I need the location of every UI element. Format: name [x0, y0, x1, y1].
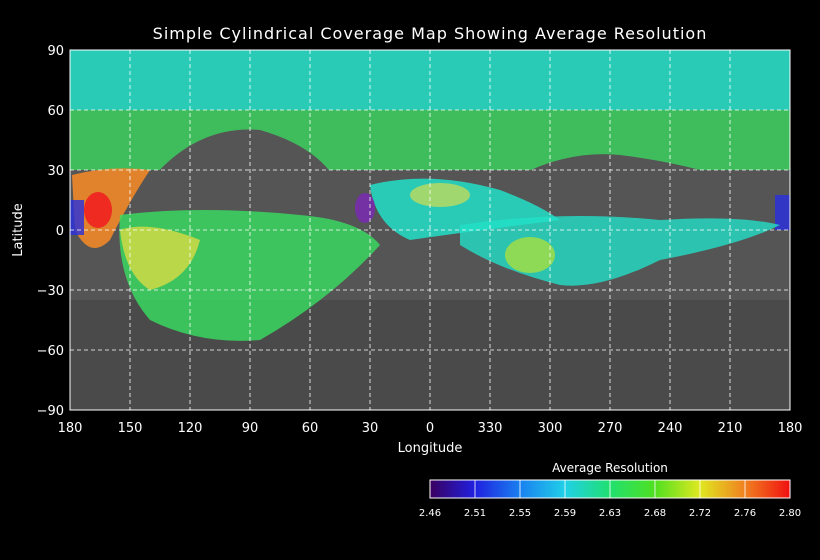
- colorbar-tick-label: 2.76: [734, 508, 756, 519]
- lon-tick-label: 300: [538, 421, 563, 436]
- lat-tick-label: 90: [47, 44, 64, 59]
- lat-tick-label: 0: [56, 224, 64, 239]
- x-axis-label: Longitude: [398, 441, 463, 456]
- lat-tick-label: −60: [37, 344, 64, 359]
- colorbar-tick-label: 2.72: [689, 508, 711, 519]
- colorbar-tick-label: 2.59: [554, 508, 576, 519]
- map-title: Simple Cylindrical Coverage Map Showing …: [152, 24, 708, 43]
- lon-tick-label: 330: [478, 421, 503, 436]
- lon-tick-label: 60: [302, 421, 319, 436]
- colorbar-title: Average Resolution: [552, 461, 668, 475]
- lon-tick-label: 210: [718, 421, 743, 436]
- lon-tick-label: 180: [58, 421, 83, 436]
- lon-tick-label: 180: [778, 421, 803, 436]
- lon-tick-label: 90: [242, 421, 259, 436]
- y-axis-label: Latitude: [11, 203, 26, 257]
- coverage-peak: [84, 192, 112, 228]
- gap-region-left: [155, 129, 345, 218]
- lon-tick-label: 0: [426, 421, 434, 436]
- longitude-ticks: 180 150 120 90 60 30 0 330 300 270 240 210 180: [58, 421, 803, 436]
- coverage-green-patch: [505, 237, 555, 273]
- colorbar-tick-label: 2.68: [644, 508, 666, 519]
- lon-tick-label: 120: [178, 421, 203, 436]
- map-grid: [70, 50, 790, 410]
- lat-tick-label: −90: [37, 404, 64, 419]
- latitude-ticks: 90 60 30 0 −30 −60 −90: [37, 44, 64, 419]
- map-frame: [69, 49, 791, 411]
- colorbar-tick-label: 2.55: [509, 508, 531, 519]
- coverage-yellow-patch: [120, 226, 200, 290]
- coverage-left-edge: [70, 200, 84, 235]
- colorbar-tick-label: 2.51: [464, 508, 486, 519]
- colorbar-ticks: 2.46 2.51 2.55 2.59 2.63 2.68 2.72 2.76 2.80: [419, 480, 801, 519]
- lat-tick-label: 60: [47, 104, 64, 119]
- coverage-yellow-center: [410, 183, 470, 207]
- colorbar-tick-label: 2.46: [419, 508, 441, 519]
- lon-tick-label: 30: [362, 421, 379, 436]
- lon-tick-label: 270: [598, 421, 623, 436]
- lon-tick-label: 150: [118, 421, 143, 436]
- coverage-purple-spot: [355, 193, 375, 223]
- colorbar-frame: [429, 479, 791, 499]
- colorbar-tick-label: 2.63: [599, 508, 621, 519]
- gap-region-right: [520, 154, 760, 217]
- lat-tick-label: −30: [37, 284, 64, 299]
- lon-tick-label: 240: [658, 421, 683, 436]
- colorbar-tick-label: 2.80: [779, 508, 801, 519]
- lat-tick-label: 30: [47, 164, 64, 179]
- coverage-right-edge: [775, 195, 790, 230]
